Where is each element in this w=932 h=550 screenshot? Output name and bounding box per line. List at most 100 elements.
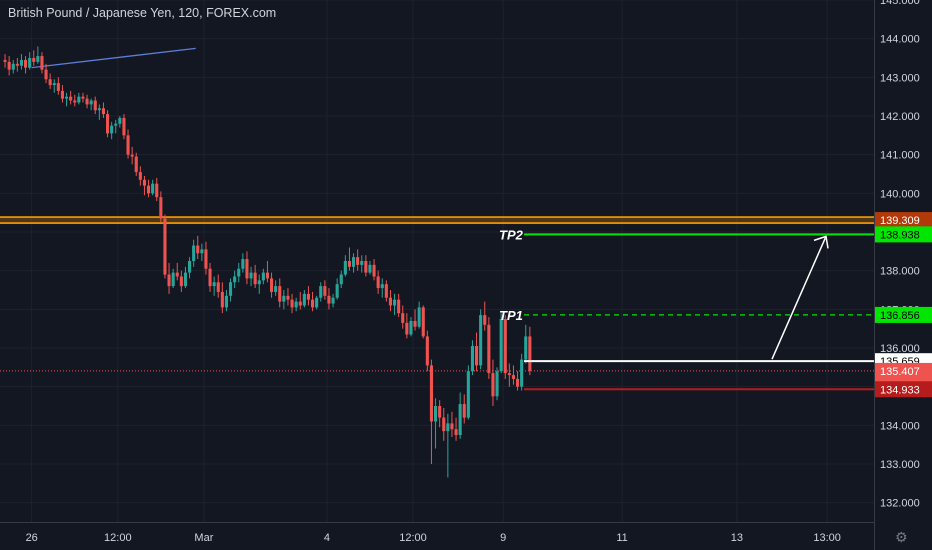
- candle-body: [528, 336, 532, 371]
- candle-body: [380, 284, 384, 289]
- candle-body: [409, 320, 413, 335]
- candle-body: [69, 96, 73, 101]
- candle-body: [200, 249, 204, 254]
- candle-body: [36, 56, 40, 62]
- time-axis-label: 12:00: [399, 532, 427, 544]
- resistance-zone: [0, 217, 874, 225]
- candle-body: [52, 83, 56, 86]
- candle-body: [134, 156, 138, 173]
- tp2-label: TP2: [499, 227, 524, 242]
- candle-body: [339, 274, 343, 285]
- resistance-price-tag: [875, 212, 932, 229]
- candle-body: [417, 307, 421, 327]
- candle-body: [122, 117, 126, 136]
- candle-body: [388, 297, 392, 306]
- candle-body: [282, 295, 286, 302]
- candle-body: [507, 373, 511, 376]
- time-axis-label: 12:00: [104, 532, 132, 544]
- candle-body: [503, 319, 507, 374]
- candle-body: [257, 280, 261, 285]
- candle-body: [405, 322, 409, 335]
- candle-body: [315, 297, 319, 308]
- candle-body: [142, 179, 146, 186]
- candle-body: [356, 257, 360, 265]
- candle-body: [475, 346, 479, 366]
- candle-body: [85, 98, 89, 105]
- candle-body: [89, 100, 93, 105]
- candle-body: [491, 373, 495, 397]
- price-axis-label: 144.000: [880, 34, 920, 46]
- time-axis-label: 13:00: [813, 532, 841, 544]
- price-axis-label: 145.000: [880, 0, 920, 7]
- price-axis-label: 133.000: [880, 459, 920, 471]
- tp2-price-tag-label: 138.938: [880, 229, 920, 241]
- candle-body: [237, 268, 241, 277]
- candle-body: [48, 79, 52, 86]
- candle-body: [327, 295, 331, 304]
- candle-body: [245, 259, 249, 279]
- candle-body: [429, 365, 433, 422]
- last-price-tag-label: 135.407: [880, 366, 920, 378]
- candle-body: [11, 63, 15, 70]
- chart-title: British Pound / Japanese Yen, 120, FOREX…: [8, 6, 277, 20]
- candle-body: [397, 299, 401, 314]
- candle-body: [343, 261, 347, 275]
- candle-body: [73, 100, 77, 103]
- price-axis-label: 142.000: [880, 111, 920, 123]
- candle-body: [524, 336, 528, 360]
- candle-body: [306, 293, 310, 300]
- projection-arrow-shaft: [771, 236, 827, 360]
- candle-body: [249, 272, 253, 279]
- candle-body: [110, 125, 114, 134]
- candle-body: [216, 282, 220, 292]
- candle-body: [93, 100, 97, 111]
- candle-body: [520, 359, 524, 387]
- stop-loss-price-tag: [875, 381, 932, 398]
- candle-body: [331, 297, 335, 304]
- candle-body: [376, 276, 380, 289]
- candle-body: [516, 378, 520, 387]
- candle-body: [335, 284, 339, 298]
- candle-body: [352, 257, 356, 267]
- candle-body: [229, 282, 233, 296]
- candle-body: [163, 218, 167, 275]
- candle-body: [384, 284, 388, 298]
- candle-body: [118, 117, 122, 124]
- candle-body: [253, 272, 257, 285]
- candle-body: [323, 286, 327, 296]
- candle-body: [294, 301, 298, 308]
- candle-body: [454, 429, 458, 435]
- time-axis-label: 13: [731, 532, 743, 544]
- candle-body: [483, 315, 487, 325]
- candle-body: [450, 423, 454, 430]
- candle-body: [360, 261, 364, 265]
- price-axis-label: 141.000: [880, 150, 920, 162]
- candle-body: [290, 299, 294, 308]
- candle-body: [458, 404, 462, 435]
- candle-body: [298, 301, 302, 306]
- candle-body: [487, 324, 491, 374]
- projection-arrow-head: [813, 235, 829, 249]
- candle-body: [81, 96, 85, 99]
- time-axis-label: 11: [616, 532, 627, 544]
- candle-body: [138, 172, 142, 180]
- candle-body: [97, 108, 101, 111]
- candle-body: [438, 406, 442, 418]
- candle-body: [188, 261, 192, 273]
- price-axis-label: 134.000: [880, 420, 920, 432]
- candle-body: [446, 423, 450, 432]
- candle-body: [19, 59, 23, 66]
- settings-gear-icon[interactable]: ⚙: [895, 530, 908, 546]
- tp1-price-tag: [875, 306, 932, 323]
- candle-body: [192, 245, 196, 261]
- candle-body: [372, 264, 376, 277]
- candle-body: [495, 371, 499, 397]
- candle-body: [204, 249, 208, 269]
- candle-body: [393, 299, 397, 306]
- price-axis-label: 140.000: [880, 188, 920, 200]
- candle-body: [462, 404, 466, 418]
- candle-body: [311, 299, 315, 308]
- time-axis-label: 9: [500, 532, 506, 544]
